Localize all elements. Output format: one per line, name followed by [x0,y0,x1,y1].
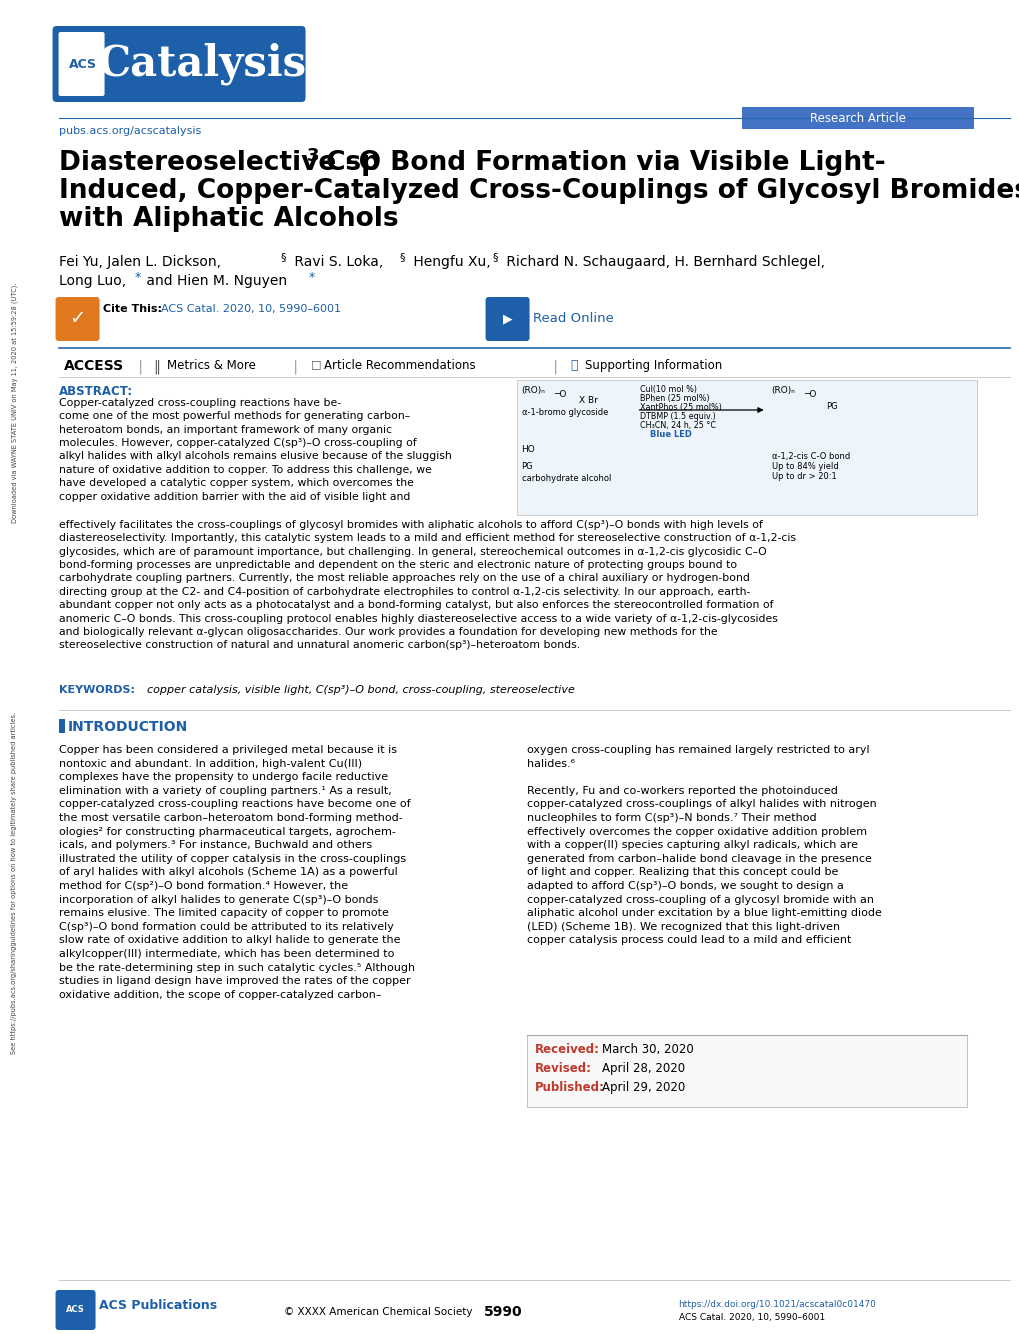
Text: Blue LED: Blue LED [649,430,691,439]
Text: 5990: 5990 [484,1305,523,1319]
Text: Fei Yu, Jalen L. Dickson,: Fei Yu, Jalen L. Dickson, [58,255,220,269]
Text: HO: HO [521,446,535,454]
Text: ACS: ACS [66,1306,85,1314]
Text: Read Online: Read Online [532,312,612,325]
Text: ✓: ✓ [69,309,86,328]
Text: (RO)ₙ: (RO)ₙ [521,386,545,395]
Text: Supporting Information: Supporting Information [584,359,721,372]
Text: KEYWORDS:: KEYWORDS: [58,684,135,695]
Text: ACCESS: ACCESS [63,359,123,374]
FancyBboxPatch shape [58,32,105,96]
Text: ACS Publications: ACS Publications [99,1299,216,1313]
Text: □: □ [310,359,321,370]
Text: PG: PG [521,462,533,471]
Text: Cite This:: Cite This: [103,304,161,313]
FancyBboxPatch shape [485,297,529,342]
Text: α-1,2-cis C-O bond: α-1,2-cis C-O bond [770,452,849,462]
Text: March 30, 2020: March 30, 2020 [601,1043,693,1057]
Text: ─O: ─O [804,390,816,399]
FancyBboxPatch shape [53,25,306,101]
Text: Catalysis: Catalysis [97,43,306,85]
Text: Metrics & More: Metrics & More [166,359,255,372]
Text: CuI(10 mol %): CuI(10 mol %) [639,386,696,394]
Text: XantPhos (25 mol%): XantPhos (25 mol%) [639,403,720,412]
Text: Received:: Received: [534,1043,599,1057]
Text: Downloaded via WAYNE STATE UNIV on May 11, 2020 at 15:59:28 (UTC).: Downloaded via WAYNE STATE UNIV on May 1… [11,283,17,523]
Text: April 29, 2020: April 29, 2020 [601,1081,684,1094]
Text: Up to dr > 20:1: Up to dr > 20:1 [770,472,836,482]
Text: BPhen (25 mol%): BPhen (25 mol%) [639,394,708,403]
Text: |: | [548,359,557,374]
FancyBboxPatch shape [55,1290,96,1330]
Text: §: § [492,252,497,261]
Text: ─O: ─O [554,390,567,399]
Text: 3: 3 [307,147,319,165]
Text: © XXXX American Chemical Society: © XXXX American Chemical Society [284,1307,473,1317]
Text: April 28, 2020: April 28, 2020 [601,1062,684,1075]
Text: https://dx.doi.org/10.1021/acscatal0c01470: https://dx.doi.org/10.1021/acscatal0c014… [678,1301,875,1309]
Text: C–O Bond Formation via Visible Light-: C–O Bond Formation via Visible Light- [316,149,884,176]
Text: Ravi S. Loka,: Ravi S. Loka, [289,255,382,269]
Text: Induced, Copper-Catalyzed Cross-Couplings of Glycosyl Bromides: Induced, Copper-Catalyzed Cross-Coupling… [58,177,1019,204]
Text: oxygen cross-coupling has remained largely restricted to aryl
halides.⁶

Recentl: oxygen cross-coupling has remained large… [526,744,880,946]
Text: Published:: Published: [534,1081,604,1094]
Text: *: * [135,271,141,284]
Text: Research Article: Research Article [809,112,905,124]
Text: *: * [309,271,315,284]
Text: Long Luo,: Long Luo, [58,273,125,288]
Text: ACS: ACS [68,57,97,71]
Bar [526,1035,966,1107]
Text: (RO)ₙ: (RO)ₙ [770,386,795,395]
Text: Copper has been considered a privileged metal because it is
nontoxic and abundan: Copper has been considered a privileged … [58,744,415,999]
Text: PG: PG [825,402,838,411]
Text: ▶: ▶ [502,312,512,325]
Text: CH₃CN, 24 h, 25 °C: CH₃CN, 24 h, 25 °C [639,422,715,430]
Bar [516,380,975,515]
Text: Hengfu Xu,: Hengfu Xu, [409,255,490,269]
Text: Copper-catalyzed cross-coupling reactions have be-
come one of the most powerful: Copper-catalyzed cross-coupling reaction… [58,398,450,502]
Bar [58,719,64,732]
Text: |: | [133,359,143,374]
Text: ⓘ: ⓘ [570,359,578,372]
Text: ‖: ‖ [154,359,160,374]
Text: §: § [399,252,405,261]
Text: Diastereoselective sp: Diastereoselective sp [58,149,379,176]
Text: DTBMP (1.5 equiv.): DTBMP (1.5 equiv.) [639,412,714,422]
Text: ABSTRACT:: ABSTRACT: [58,386,132,398]
Text: X Br: X Br [578,396,597,406]
Text: §: § [280,252,285,261]
Text: α-1-bromo glycoside: α-1-bromo glycoside [521,408,607,418]
Text: INTRODUCTION: INTRODUCTION [67,720,187,734]
Text: effectively facilitates the cross-couplings of glycosyl bromides with aliphatic : effectively facilitates the cross-coupli… [58,520,795,650]
Text: Richard N. Schaugaard, H. Bernhard Schlegel,: Richard N. Schaugaard, H. Bernhard Schle… [501,255,823,269]
Text: carbohydrate alcohol: carbohydrate alcohol [521,474,610,483]
Text: See https://pubs.acs.org/sharingguidelines for options on how to legitimately sh: See https://pubs.acs.org/sharingguidelin… [11,712,17,1054]
Text: pubs.acs.org/acscatalysis: pubs.acs.org/acscatalysis [58,125,201,136]
Text: ACS Catal. 2020, 10, 5990–6001: ACS Catal. 2020, 10, 5990–6001 [160,304,340,313]
Bar [741,107,972,129]
Text: Article Recommendations: Article Recommendations [323,359,475,372]
Text: |: | [288,359,298,374]
FancyBboxPatch shape [55,297,100,342]
Text: with Aliphatic Alcohols: with Aliphatic Alcohols [58,205,397,232]
Text: ACS Catal. 2020, 10, 5990–6001: ACS Catal. 2020, 10, 5990–6001 [678,1313,824,1322]
Text: Revised:: Revised: [534,1062,591,1075]
Text: and Hien M. Nguyen: and Hien M. Nguyen [142,273,286,288]
Text: copper catalysis, visible light, C(sp³)–O bond, cross-coupling, stereoselective: copper catalysis, visible light, C(sp³)–… [140,684,574,695]
Text: Up to 84% yield: Up to 84% yield [770,462,838,471]
